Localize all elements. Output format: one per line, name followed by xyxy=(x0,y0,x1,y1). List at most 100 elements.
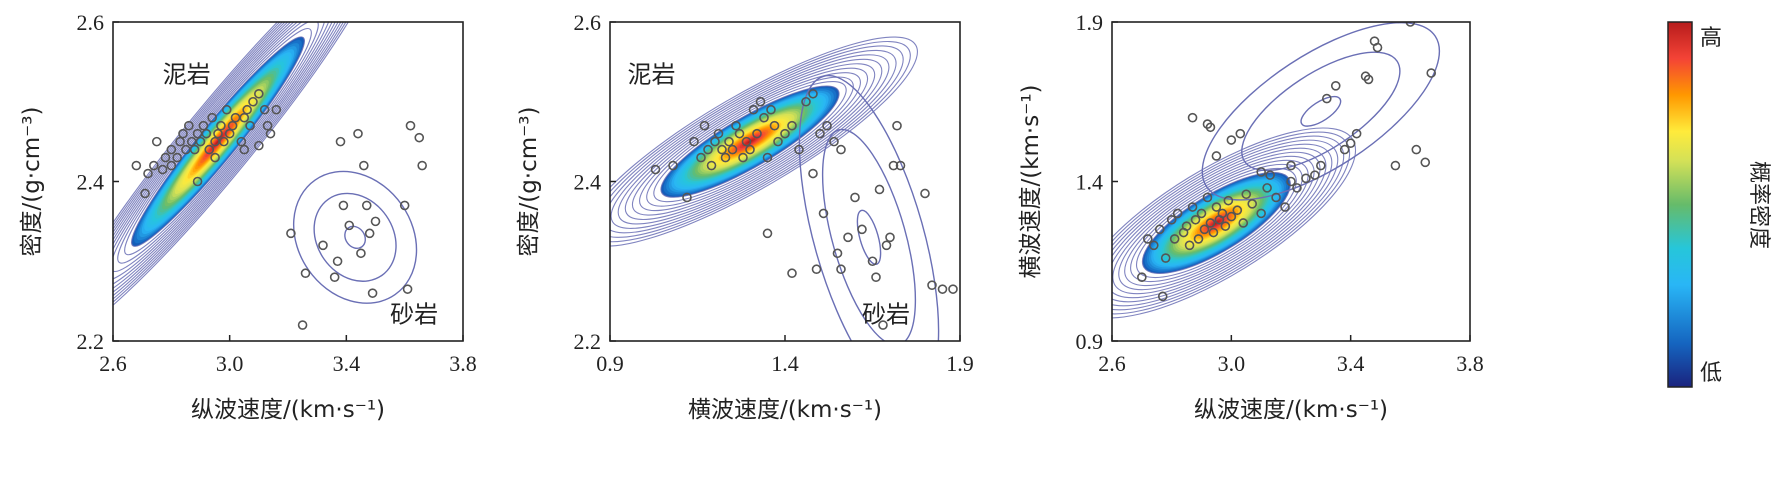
data-point xyxy=(843,232,853,243)
data-point xyxy=(149,160,159,171)
density-contour xyxy=(660,85,840,198)
y-tick-label: 2.6 xyxy=(574,10,602,35)
data-point xyxy=(1390,160,1401,171)
data-point xyxy=(881,240,892,251)
density-contour xyxy=(610,45,904,238)
data-point xyxy=(399,200,410,211)
data-point xyxy=(262,120,273,131)
data-point xyxy=(1232,205,1243,216)
lithology-label: 泥岩 xyxy=(628,61,676,89)
density-contour xyxy=(639,72,861,212)
density-contour xyxy=(624,63,876,221)
data-point xyxy=(1265,170,1275,180)
density-contour xyxy=(610,40,911,243)
density-contour xyxy=(113,22,347,298)
data-point xyxy=(1271,192,1281,203)
y-tick-label: 0.9 xyxy=(1076,329,1104,354)
data-point xyxy=(724,136,734,147)
data-point xyxy=(189,144,200,155)
data-point xyxy=(1256,167,1266,177)
data-point xyxy=(682,192,692,203)
data-point xyxy=(356,248,366,259)
data-point xyxy=(1235,128,1246,139)
data-point xyxy=(650,164,661,175)
x-tick-label: 3.4 xyxy=(1337,351,1365,376)
colorbar-low-label: 低 xyxy=(1700,361,1722,386)
data-point xyxy=(706,160,717,171)
data-point xyxy=(131,160,142,171)
data-point xyxy=(239,112,250,123)
data-point xyxy=(822,120,832,131)
data-point xyxy=(213,128,223,139)
data-point xyxy=(1262,183,1272,193)
data-point xyxy=(1208,227,1219,238)
data-point xyxy=(1420,157,1431,168)
data-point xyxy=(364,228,375,239)
colorbar-title: 概率密度 xyxy=(1746,161,1771,249)
density-contour xyxy=(617,58,883,225)
data-point xyxy=(808,88,818,99)
data-point xyxy=(1238,218,1249,228)
density-contour xyxy=(646,76,854,207)
data-point xyxy=(1226,135,1237,145)
x-tick-label: 3.0 xyxy=(1218,351,1246,376)
data-point xyxy=(242,104,252,115)
data-point xyxy=(920,188,930,199)
x-tick-label: 1.4 xyxy=(771,351,799,376)
y-tick-label: 2.2 xyxy=(77,329,105,354)
x-tick-label: 1.9 xyxy=(946,351,974,376)
data-point xyxy=(1226,211,1237,222)
data-point xyxy=(713,128,724,139)
data-point xyxy=(1148,240,1159,251)
data-point xyxy=(1286,160,1296,171)
data-point xyxy=(752,128,762,139)
y-tick-label: 2.6 xyxy=(77,10,105,35)
data-point xyxy=(857,224,867,235)
data-point xyxy=(927,280,937,290)
density-contour xyxy=(631,67,869,216)
density-contour xyxy=(1201,22,1441,201)
data-point xyxy=(1316,160,1326,171)
data-point xyxy=(1301,173,1311,184)
data-point xyxy=(221,104,232,115)
data-point xyxy=(367,288,378,298)
data-point xyxy=(151,136,162,147)
data-point xyxy=(734,128,745,139)
density-contour xyxy=(821,128,917,341)
y-axis-label: 密度/(g·cm⁻³) xyxy=(516,106,542,256)
y-axis-label: 密度/(g·cm⁻³) xyxy=(19,106,45,256)
data-point xyxy=(762,228,773,239)
data-point xyxy=(801,96,811,107)
data-point xyxy=(417,160,427,171)
y-tick-label: 1.9 xyxy=(1076,10,1104,35)
data-point xyxy=(1256,208,1266,219)
data-point xyxy=(1211,202,1222,212)
data-point xyxy=(329,272,340,283)
data-point xyxy=(1241,189,1252,200)
density-contour xyxy=(1130,163,1303,283)
data-point xyxy=(370,216,381,227)
chart-panel-2: 0.9 1.4 1.9 2.2 2.4 2.6 横波速度/(km·s⁻¹) 密度/(g·cm⁻… xyxy=(516,10,974,423)
x-tick-label: 3.4 xyxy=(333,351,361,376)
data-point xyxy=(204,144,215,155)
data-point xyxy=(1181,221,1192,231)
data-point xyxy=(689,136,699,147)
data-point xyxy=(338,200,349,211)
data-point xyxy=(1169,234,1180,244)
data-point xyxy=(794,144,804,155)
data-point xyxy=(297,320,308,330)
data-point xyxy=(1223,195,1234,206)
colorbar-high-label: 高 xyxy=(1700,26,1722,51)
density-contour xyxy=(1118,155,1315,291)
y-tick-label: 1.4 xyxy=(1076,170,1104,195)
data-point xyxy=(1154,224,1165,235)
data-point xyxy=(286,228,296,239)
data-point xyxy=(359,160,369,171)
density-contour xyxy=(610,54,890,229)
data-point xyxy=(1166,214,1177,225)
data-point xyxy=(1202,192,1213,203)
data-point xyxy=(166,160,177,171)
data-point xyxy=(769,120,780,131)
data-point xyxy=(1211,151,1222,161)
